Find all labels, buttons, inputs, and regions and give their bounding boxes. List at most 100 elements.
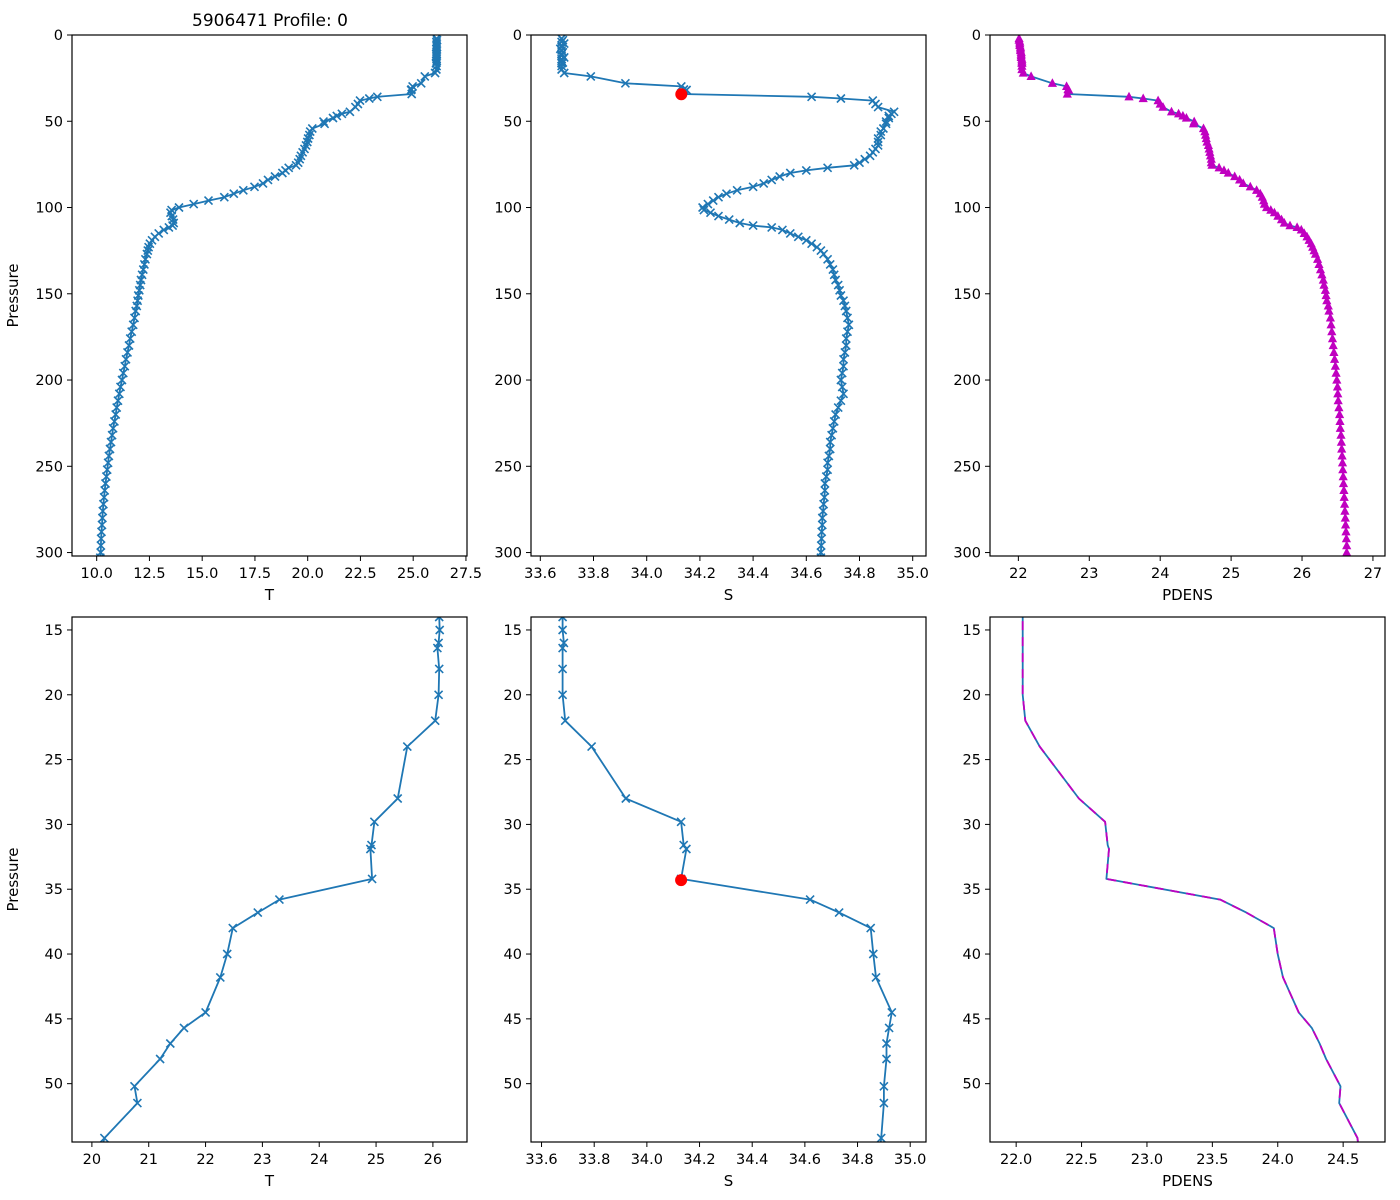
x-marker [829,416,839,426]
x-marker [881,117,891,127]
y-tick-label: 0 [972,28,981,44]
x-tick-label: 34.6 [789,1152,821,1168]
x-marker [724,215,734,225]
triangle-marker [1338,478,1349,488]
axes-frame [71,616,468,1143]
x-marker [434,574,442,582]
x-tick-label: 17.5 [239,566,271,582]
x-marker [884,111,894,121]
x-marker [215,972,225,982]
x-marker [620,78,630,88]
x-marker [129,313,140,323]
x-tick-label: 25.0 [397,566,429,582]
x-marker [558,664,568,674]
x-marker [827,430,837,440]
x-marker [621,793,631,804]
x-marker [558,690,568,700]
triangle-marker [1318,275,1328,284]
x-marker [703,199,713,209]
x-marker [841,340,851,351]
triangle-marker [1322,295,1332,305]
y-tick-label: 20 [45,688,63,704]
x-marker [124,340,134,351]
x-marker [95,553,105,556]
x-tick-label: 24.0 [1262,1152,1294,1168]
x-marker [823,254,833,264]
x-marker [96,534,106,544]
x-marker [270,171,280,182]
x-marker [559,509,567,517]
x-marker [128,320,138,330]
triangle-marker [1138,93,1148,103]
x-marker [561,496,569,504]
triangle-marker [1334,402,1344,412]
x-tick-label: 20.0 [292,566,324,582]
x-marker [115,382,126,392]
profile-line [102,617,441,1142]
x-marker [732,185,742,195]
x-marker [801,235,811,245]
triangle-markers [1014,35,1352,556]
x-tick-label: 23 [1080,566,1098,582]
x-marker [708,196,718,206]
x-marker [435,561,443,569]
x-marker [96,527,107,537]
y-tick-label: 100 [494,201,522,217]
x-marker [793,232,803,242]
axis-ticks-S-zoom: 33.6 33.8 34.0 34.2 34.4 34.6 34.8 35.0 15 20 25 30… [504,623,927,1168]
x-marker [291,160,301,170]
x-marker [705,208,716,218]
y-tick-label: 0 [513,28,522,44]
x-marker [229,189,239,199]
x-marker [201,1007,211,1017]
x-marker [434,690,444,700]
triangle-marker [1345,552,1349,556]
x-marker [372,92,382,102]
axis-ticks-T-full: 10.0 12.5 15.0 17.5 20.0 22.5 25.0 27.5 0 50 100 15… [35,28,482,582]
subplot-PDENS-zoom: 22.0 22.5 23.0 23.5 24.0 24.5 15 20 25 30 35 40 45 50… [963,616,1386,1190]
x-marker [109,416,119,426]
x-marker [842,327,853,337]
x-marker [558,625,568,635]
x-marker [435,509,443,517]
triangle-marker [1188,118,1199,128]
x-marker [835,285,845,295]
x-marker [436,548,444,556]
triangle-marker [1335,416,1345,425]
y-tick-label: 20 [504,688,522,704]
x-marker [844,320,854,330]
triangle-marker [1223,168,1233,177]
x-marker [829,270,839,280]
x-marker [879,1098,889,1108]
subplot-T-zoom: 20 21 22 23 24 25 26 15 20 25 30 35 40 45 50 T Pressure [4,483,468,1190]
triangle-marker [1203,140,1213,149]
triangle-marker [1339,485,1349,494]
x-marker [828,265,838,275]
x-marker [189,199,199,209]
triangle-marker [1333,388,1343,398]
x-marker [144,242,154,252]
x-marker [253,908,263,918]
x-marker [117,375,127,385]
x-marker [785,228,795,238]
x-marker [560,716,570,726]
x-marker [113,396,123,406]
triangle-marker [1214,162,1224,172]
x-marker [837,368,847,378]
y-tick-label: 30 [45,817,63,833]
x-marker [557,61,567,71]
series-T [95,35,442,556]
x-marker [96,541,106,551]
x-marker [222,949,232,959]
x-marker [819,249,829,259]
x-marker [435,483,443,491]
x-marker [586,71,596,81]
triangle-marker [1018,68,1028,77]
x-marker [127,327,137,337]
triangle-marker [1201,133,1211,143]
y-tick-label: 300 [494,546,522,562]
x-marker [823,465,833,475]
y-tick-label: 150 [494,287,522,303]
triangle-marker [1328,340,1338,350]
x-marker [118,368,128,378]
